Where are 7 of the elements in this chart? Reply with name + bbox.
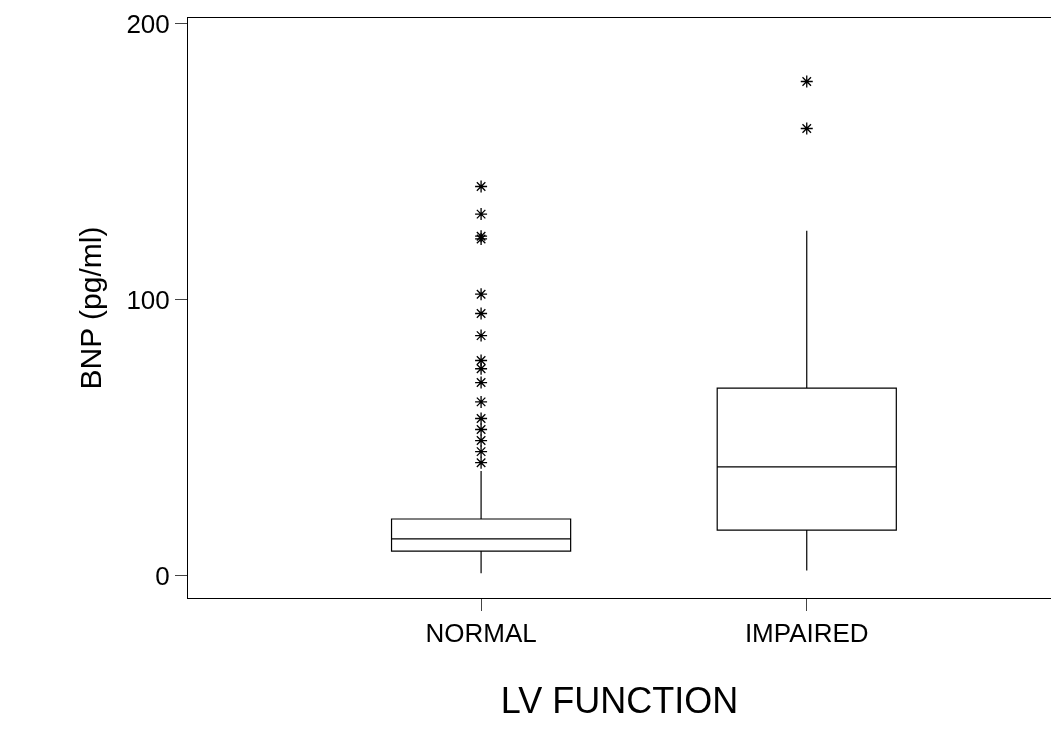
x-axis-title: LV FUNCTION (500, 679, 739, 721)
x-tick-label: NORMAL (425, 618, 537, 649)
x-tick-label: IMPAIRED (744, 618, 869, 649)
y-tick-label: 0 (155, 561, 170, 591)
y-axis-title: BNP (pg/ml) (74, 226, 108, 390)
y-tick-label: 200 (126, 8, 170, 39)
y-tick-label: 100 (126, 284, 170, 315)
